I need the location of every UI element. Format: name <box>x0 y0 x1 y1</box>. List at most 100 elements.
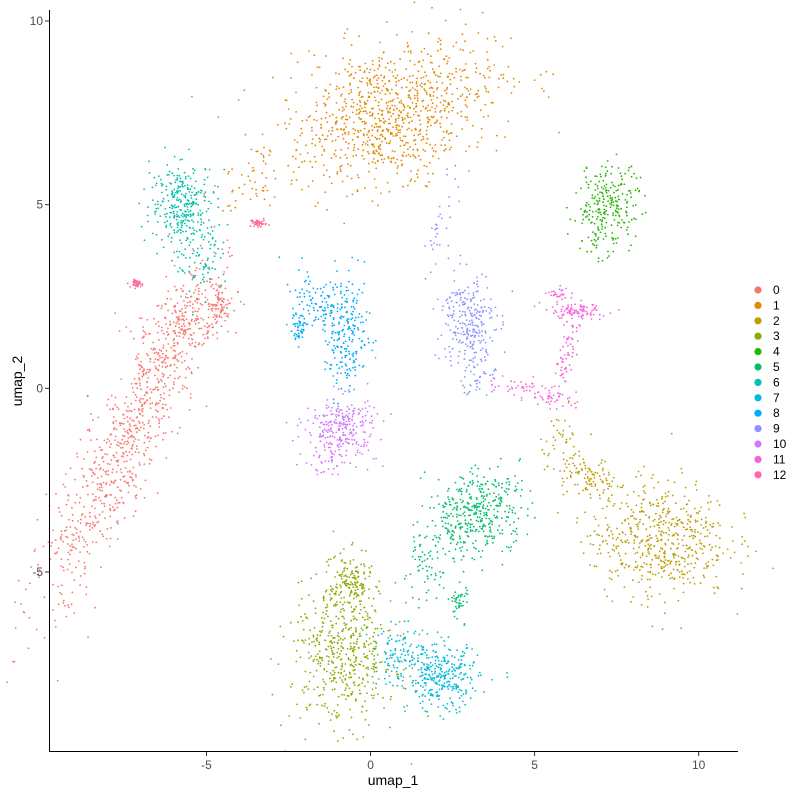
cell-point <box>371 621 373 624</box>
cell-point <box>387 629 390 632</box>
cell-point <box>321 154 323 156</box>
cell-point <box>359 608 362 611</box>
cell-point <box>581 222 583 225</box>
cell-point <box>379 623 382 626</box>
cell-point <box>402 103 405 106</box>
cell-point <box>445 503 448 506</box>
cell-point <box>649 563 652 566</box>
cell-point <box>110 527 112 529</box>
cell-point <box>353 581 356 584</box>
cell-point <box>304 670 307 673</box>
cell-point <box>166 297 169 300</box>
cell-point <box>411 81 414 84</box>
cell-point <box>601 219 603 222</box>
cell-point <box>160 417 163 420</box>
cell-point <box>611 239 614 241</box>
cell-point <box>350 645 352 648</box>
cell-point <box>341 106 344 109</box>
cell-point <box>126 471 129 473</box>
cell-point <box>66 536 69 539</box>
cell-point <box>366 84 369 87</box>
cell-point <box>517 517 520 520</box>
cell-point <box>436 694 439 696</box>
cell-point <box>427 79 430 82</box>
cell-point <box>158 339 160 341</box>
cell-point <box>186 296 189 299</box>
cell-point <box>112 509 115 512</box>
cell-point <box>375 670 378 673</box>
cell-point <box>572 462 574 465</box>
cell-point <box>55 493 57 495</box>
cell-point <box>149 360 152 363</box>
cell-point <box>362 149 365 152</box>
cell-point <box>457 691 460 693</box>
cell-point <box>480 487 483 490</box>
cell-point <box>314 644 317 647</box>
cell-point <box>414 663 416 665</box>
cell-point <box>437 157 440 160</box>
cell-point <box>60 530 63 533</box>
cell-point <box>214 294 217 297</box>
cell-point <box>655 535 658 537</box>
cell-point <box>192 200 195 203</box>
cell-point <box>463 482 466 485</box>
cell-point <box>599 173 602 176</box>
cell-point <box>151 402 154 404</box>
cell-point <box>94 606 96 609</box>
cell-point <box>297 639 299 642</box>
cell-point <box>591 197 594 199</box>
cell-point <box>641 552 644 555</box>
cell-point <box>406 42 409 44</box>
cell-point <box>253 225 255 228</box>
cell-point <box>368 95 370 98</box>
cell-point <box>463 511 466 513</box>
cell-point <box>165 226 168 229</box>
cell-point <box>316 703 319 706</box>
cell-point <box>93 473 96 476</box>
cell-point <box>352 733 354 736</box>
cell-point <box>368 637 371 640</box>
cell-point <box>625 541 627 544</box>
cell-point <box>165 185 168 188</box>
cell-point <box>352 77 355 79</box>
cell-point <box>189 188 192 191</box>
cell-point <box>301 119 304 122</box>
cell-point <box>150 459 153 461</box>
cell-point <box>437 680 440 683</box>
cell-point <box>694 562 697 564</box>
cell-point <box>595 210 598 213</box>
cell-point <box>373 91 376 93</box>
cell-point <box>540 438 542 441</box>
cell-point <box>98 513 101 516</box>
cell-point <box>435 643 438 646</box>
cell-point <box>353 593 356 595</box>
cell-point <box>109 463 111 466</box>
cell-point <box>374 627 377 630</box>
cell-point <box>357 131 360 134</box>
cell-point <box>202 342 205 345</box>
cell-point <box>466 524 469 527</box>
cell-point <box>363 70 366 73</box>
cell-point <box>494 516 497 519</box>
cell-point <box>695 512 698 514</box>
cell-point <box>173 196 176 198</box>
cell-point <box>157 351 160 354</box>
cell-point <box>443 678 446 680</box>
cell-point <box>169 216 171 219</box>
cell-point <box>611 571 613 573</box>
cell-point <box>463 515 466 517</box>
cell-point <box>424 71 426 74</box>
cell-point <box>141 337 144 339</box>
cell-point <box>268 154 271 157</box>
cell-point <box>208 305 211 308</box>
cell-point <box>307 116 310 119</box>
cell-point <box>143 424 146 426</box>
cell-point <box>165 457 168 459</box>
cell-point <box>195 319 198 322</box>
cell-point <box>589 497 592 499</box>
cell-point <box>388 118 390 121</box>
cell-point <box>350 716 353 719</box>
cell-point <box>101 533 104 536</box>
cell-point <box>394 105 396 107</box>
cell-point <box>646 539 649 542</box>
